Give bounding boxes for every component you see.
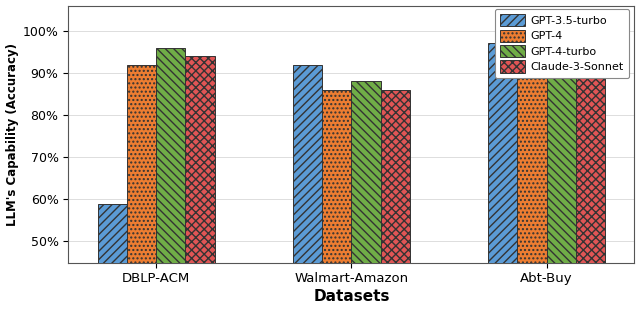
Bar — [186, 56, 215, 310]
Bar — [488, 43, 517, 310]
Bar — [576, 39, 605, 310]
Bar — [98, 204, 127, 310]
Bar — [547, 35, 576, 310]
Bar — [517, 48, 547, 310]
Y-axis label: LLM's Capability (Accuracy): LLM's Capability (Accuracy) — [6, 42, 19, 226]
Bar — [351, 82, 381, 310]
Bar — [127, 64, 156, 310]
Bar — [293, 64, 322, 310]
X-axis label: Datasets: Datasets — [313, 290, 390, 304]
Bar — [156, 48, 186, 310]
Bar — [381, 90, 410, 310]
Legend: GPT-3.5-turbo, GPT-4, GPT-4-turbo, Claude-3-Sonnet: GPT-3.5-turbo, GPT-4, GPT-4-turbo, Claud… — [495, 9, 629, 78]
Bar — [322, 90, 351, 310]
